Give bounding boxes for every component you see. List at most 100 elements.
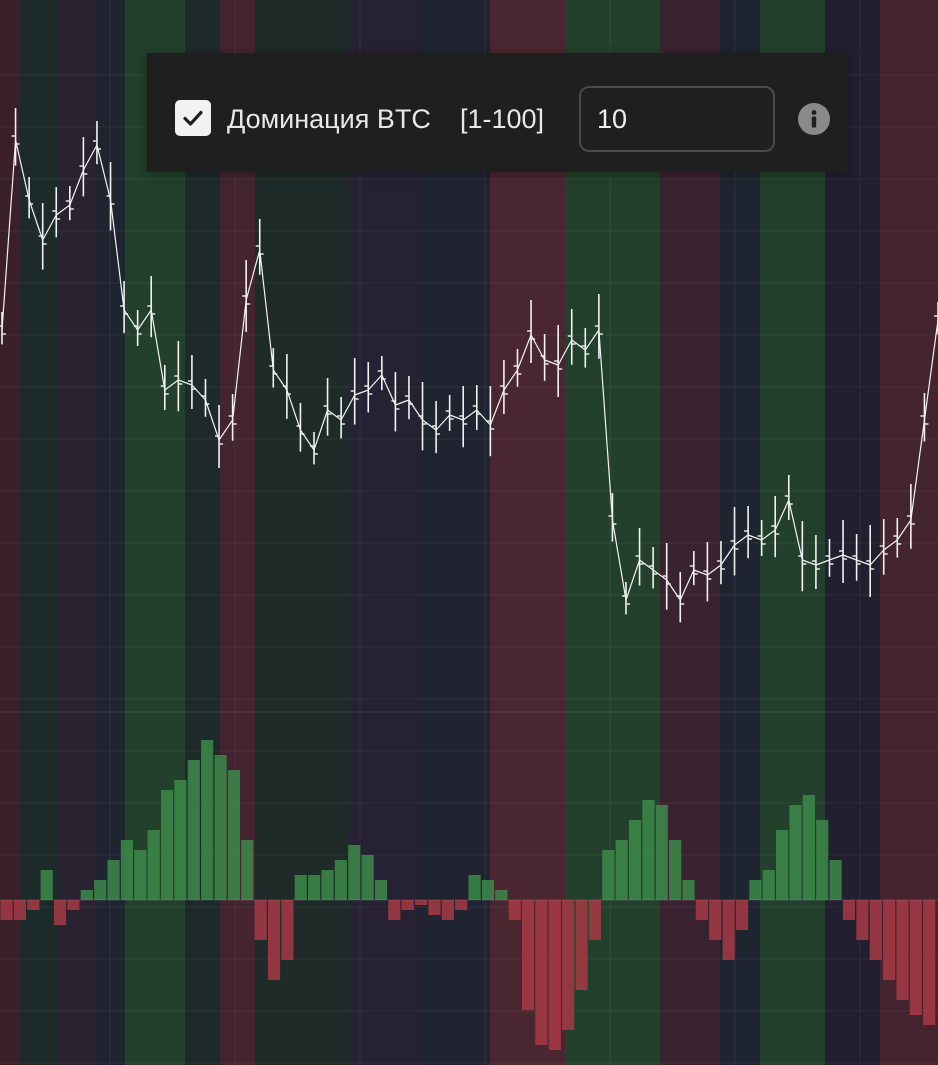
price-line-segment [476, 409, 491, 426]
background-band [60, 0, 95, 1065]
oscillator-bar-positive [334, 860, 347, 900]
oscillator-bar-positive [187, 760, 200, 900]
background-band [880, 0, 938, 1065]
price-line-segment [150, 309, 166, 391]
price-line-segment [272, 369, 288, 391]
oscillator-bar-positive [241, 840, 254, 900]
oscillator-bar-positive [789, 805, 802, 900]
price-line-segment [923, 319, 938, 421]
oscillator-bar-negative [909, 900, 922, 1015]
price-line-segment [340, 394, 356, 421]
info-button[interactable] [798, 103, 830, 135]
price-line-segment [611, 519, 627, 601]
price-line-segment [584, 329, 600, 351]
price-line-segment [354, 389, 369, 396]
oscillator-bar-positive [321, 870, 334, 900]
oscillator-bar-positive [348, 845, 361, 900]
price-line-segment [381, 374, 396, 406]
price-line-segment [747, 534, 762, 541]
oscillator-bar-negative [869, 900, 882, 960]
checkmark-icon [183, 110, 203, 126]
price-line-segment [55, 204, 71, 216]
price-line-segment [802, 559, 817, 566]
oscillator-bar-negative [562, 900, 575, 1030]
oscillator-bar-negative [455, 900, 468, 910]
oscillator-bar-positive [628, 820, 642, 900]
price-line-segment [462, 409, 478, 421]
oscillator-bar-negative [388, 900, 401, 920]
oscillator-bar-positive [468, 875, 481, 900]
oscillator-bar-negative [535, 900, 548, 1045]
oscillator-bar-positive [201, 740, 214, 900]
oscillator-bar-positive [762, 870, 775, 900]
oscillator-bar-positive [227, 770, 240, 900]
price-line-segment [639, 559, 654, 571]
price-line-segment [109, 199, 125, 311]
price-line-segment [191, 384, 206, 401]
oscillator-bar-negative [588, 900, 602, 940]
oscillator-bar-negative [521, 900, 535, 1010]
oscillator-bar-positive [481, 880, 495, 900]
price-line-segment [761, 529, 776, 541]
oscillator-bar-negative [923, 900, 936, 1025]
oscillator-bar-positive [147, 830, 160, 900]
oscillator-bar-negative [27, 900, 40, 910]
oscillator-bar-positive [120, 840, 134, 900]
btc-dominance-checkbox[interactable] [175, 100, 211, 136]
oscillator-bar-negative [722, 900, 735, 960]
price-line-segment [408, 399, 424, 421]
oscillator-bar-positive [40, 870, 53, 900]
oscillator-bar-negative [896, 900, 909, 1000]
price-line-segment [734, 534, 749, 546]
oscillator-bar-negative [695, 900, 708, 920]
oscillator-bar-negative [13, 900, 27, 920]
oscillator-bar-positive [134, 850, 147, 900]
price-line-segment [896, 519, 912, 541]
price-line-segment [774, 499, 790, 531]
price-line-segment [69, 169, 84, 206]
price-line-segment [571, 339, 586, 351]
oscillator-bar-positive [776, 830, 789, 900]
oscillator-bar-negative [441, 900, 454, 920]
price-line-segment [395, 399, 410, 406]
price-line-segment [625, 559, 641, 601]
indicator-settings-panel: Доминация BTC [1-100] [147, 53, 847, 172]
price-line-segment [720, 544, 736, 566]
price-line-segment [598, 329, 614, 521]
background-band [20, 0, 60, 1065]
price-line-segment [123, 309, 139, 331]
oscillator-bar-positive [669, 840, 682, 900]
price-line-segment [883, 539, 898, 551]
oscillator-bar-positive [107, 860, 120, 900]
price-line-segment [652, 569, 668, 581]
dominance-value-input[interactable] [579, 86, 775, 152]
price-line-segment [449, 414, 464, 421]
oscillator-bar-positive [308, 875, 321, 900]
oscillator-bar-negative [428, 900, 441, 915]
oscillator-bar-positive [829, 860, 842, 900]
price-line-segment [422, 419, 437, 431]
price-line-segment [829, 554, 844, 561]
price-line-segment [842, 554, 857, 561]
oscillator-bar-negative [0, 900, 13, 920]
price-line-segment [313, 409, 329, 451]
price-line-segment [530, 334, 546, 361]
price-line-segment [164, 379, 179, 391]
price-line-segment [327, 409, 342, 421]
oscillator-bar-positive [214, 755, 227, 900]
oscillator-bar-negative [735, 900, 749, 930]
price-line-segment [82, 144, 98, 171]
price-line-segment [693, 569, 708, 576]
price-line-segment [286, 389, 302, 431]
oscillator-bar-negative [842, 900, 856, 920]
price-line-segment [489, 389, 505, 426]
oscillator-bar-negative [67, 900, 80, 910]
price-line-segment [503, 369, 518, 391]
price-line-segment [245, 249, 261, 301]
price-line-segment [14, 139, 30, 201]
oscillator-bar-negative [53, 900, 67, 925]
background-band [490, 0, 565, 1065]
oscillator-bar-negative [508, 900, 521, 920]
